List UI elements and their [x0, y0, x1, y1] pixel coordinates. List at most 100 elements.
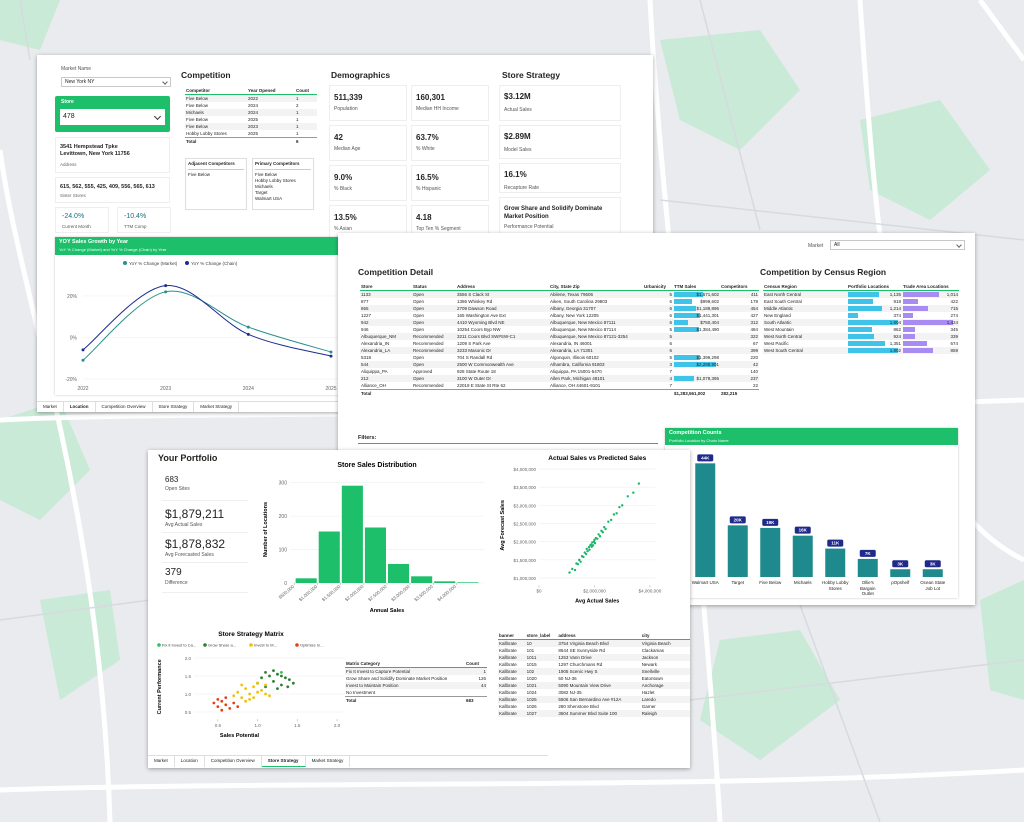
data-row-cell: Kallbrate — [499, 655, 517, 660]
store-select[interactable]: 478 — [60, 109, 165, 125]
data-row: Kallbrate 1025 5506 San Bernardino Ave #12… — [498, 696, 690, 703]
scatter-point — [568, 571, 571, 574]
data-row-cell: Aliquippa_PA — [361, 369, 388, 374]
series-line — [82, 285, 332, 357]
data-row-cell: 22 — [752, 383, 758, 388]
data-row-cell: 280 Shenstone Blvd — [558, 704, 599, 709]
census-value: 1,804 — [889, 320, 901, 325]
total-row-cell — [549, 389, 643, 397]
data-row: Kallbrate 10 3754 Virginia Beach Blvd Virgi… — [498, 639, 690, 647]
x-tick-label: 2022 — [77, 386, 88, 392]
matrix-point — [276, 672, 279, 676]
data-row-cell: Anchorage — [641, 683, 664, 688]
bar — [890, 569, 911, 577]
tab[interactable]: Location — [175, 756, 205, 767]
tab[interactable]: Market Strategy — [194, 402, 240, 412]
matrix-point — [260, 689, 263, 692]
x-tick-label: $4,000,000 — [639, 588, 662, 593]
x-axis-label: Sales Potential — [220, 733, 260, 739]
data-row: Five Below 2025 1 — [185, 116, 317, 123]
data-row-cell: 411 — [750, 292, 758, 297]
x-tick-label: $1,000,000 — [298, 584, 319, 603]
section-title: Demographics — [331, 70, 391, 80]
matrix-chart: Store Strategy Matrix 0.5 1.0 1.5 2.0 0.5 1.0 1… — [157, 631, 345, 739]
scatter-point — [592, 540, 596, 543]
tab[interactable]: Store Strategy — [153, 402, 195, 412]
legend-dot — [157, 643, 161, 647]
data-row-cell: Hazlet — [641, 690, 655, 695]
value-label: 7K — [865, 551, 872, 556]
value-label: 16K — [799, 528, 808, 533]
tab[interactable]: Market — [37, 402, 64, 412]
matrix-point — [236, 690, 240, 694]
street — [19, 0, 31, 61]
data-row-cell: 1025 — [526, 697, 537, 702]
section-title: Competition Detail — [358, 267, 434, 277]
tile-label: % Hispanic — [416, 186, 442, 192]
tab[interactable]: Competition Overview — [205, 756, 262, 767]
data-row-cell: 10 — [526, 641, 532, 646]
data-row-cell: Middle Atlantic — [764, 306, 794, 311]
data-row-cell: 212 — [361, 376, 369, 381]
data-row-cell: Albuquerque_NM — [361, 334, 397, 339]
matrix-point — [248, 692, 252, 696]
bar — [760, 527, 781, 577]
census-value: 1,351 — [889, 341, 901, 346]
header-row-cell: Trade Area Locations — [902, 283, 959, 291]
header-row-cell: store_label — [525, 632, 558, 640]
park — [0, 0, 60, 50]
data-row-cell: 924 — [847, 333, 902, 340]
data-row-cell: East South Central — [764, 299, 802, 304]
kpi-card: 683 Open Sites — [162, 472, 248, 501]
y-tick-label: 2.0 — [185, 656, 192, 661]
header-row: banner store_label address city — [498, 632, 690, 640]
matrix-point — [220, 699, 224, 703]
total-row-cell — [412, 389, 456, 397]
data-row-cell: Hobby Lobby Stores — [186, 131, 227, 136]
x-tick-label: $4,000,000 — [436, 584, 457, 603]
matrix-point — [232, 694, 236, 698]
tile-label: % White — [416, 146, 435, 152]
x-tick-label: $2,000,000 — [583, 588, 606, 593]
tab[interactable]: Store Strategy — [261, 756, 306, 767]
data-row-cell: 126 — [478, 676, 486, 681]
x-tick-label: Five Below — [759, 580, 782, 585]
data-row-cell: $1,441,301 — [673, 312, 720, 319]
market-select[interactable]: All — [830, 240, 965, 250]
header-row: Matrix Category Count — [345, 660, 487, 668]
data-row-cell: West South Central — [764, 348, 803, 353]
chevron — [153, 112, 162, 121]
scatter-point — [589, 543, 593, 546]
data-row-cell: Abilene, Texas 79606 — [550, 292, 593, 297]
header-row-cell: Portfolio Locations — [847, 283, 902, 291]
ttm-bar — [674, 306, 696, 311]
kpi-value: $1,878,832 — [165, 537, 226, 551]
market-select[interactable]: New York NY — [61, 77, 171, 87]
kpi-card: -10.4% TTM Comp — [117, 207, 171, 233]
matrix-point — [240, 683, 244, 687]
data-row-cell: 345 — [902, 326, 959, 333]
legend-dot — [295, 643, 299, 647]
data-row-cell: 1011 — [526, 655, 537, 660]
tab[interactable]: Location — [64, 402, 96, 412]
census-bar — [848, 306, 882, 311]
data-row-cell: Albany, Georgia 31707 — [550, 306, 596, 311]
data-row: Grow Share and Solidify Dominate Market … — [345, 675, 487, 682]
data-row-cell: Albuquerque, New Mexico 87114 — [550, 327, 616, 332]
data-row-cell: 6 — [669, 306, 672, 311]
x-tick-label: Ocean State Job Lot — [920, 580, 946, 591]
data-row-cell — [465, 689, 487, 697]
scatter-point — [584, 552, 588, 556]
data-row: Five Below 2022 1 — [185, 94, 317, 102]
y-tick-label: $2,500,000 — [513, 522, 536, 527]
tab[interactable]: Market Strategy — [306, 756, 351, 767]
tab[interactable]: Competition Overview — [96, 402, 153, 412]
ttm-value: $1,399,298 — [696, 355, 719, 360]
data-row: West South Central 1,802 859 — [763, 347, 959, 354]
strategy-tile: 16.1% Recapture Rate — [499, 163, 621, 193]
chart-subtitle: Portfolio Location by Chain Name — [669, 438, 729, 443]
value-label-bg — [729, 516, 746, 524]
street — [699, 0, 761, 231]
tab[interactable]: Market — [148, 756, 175, 767]
